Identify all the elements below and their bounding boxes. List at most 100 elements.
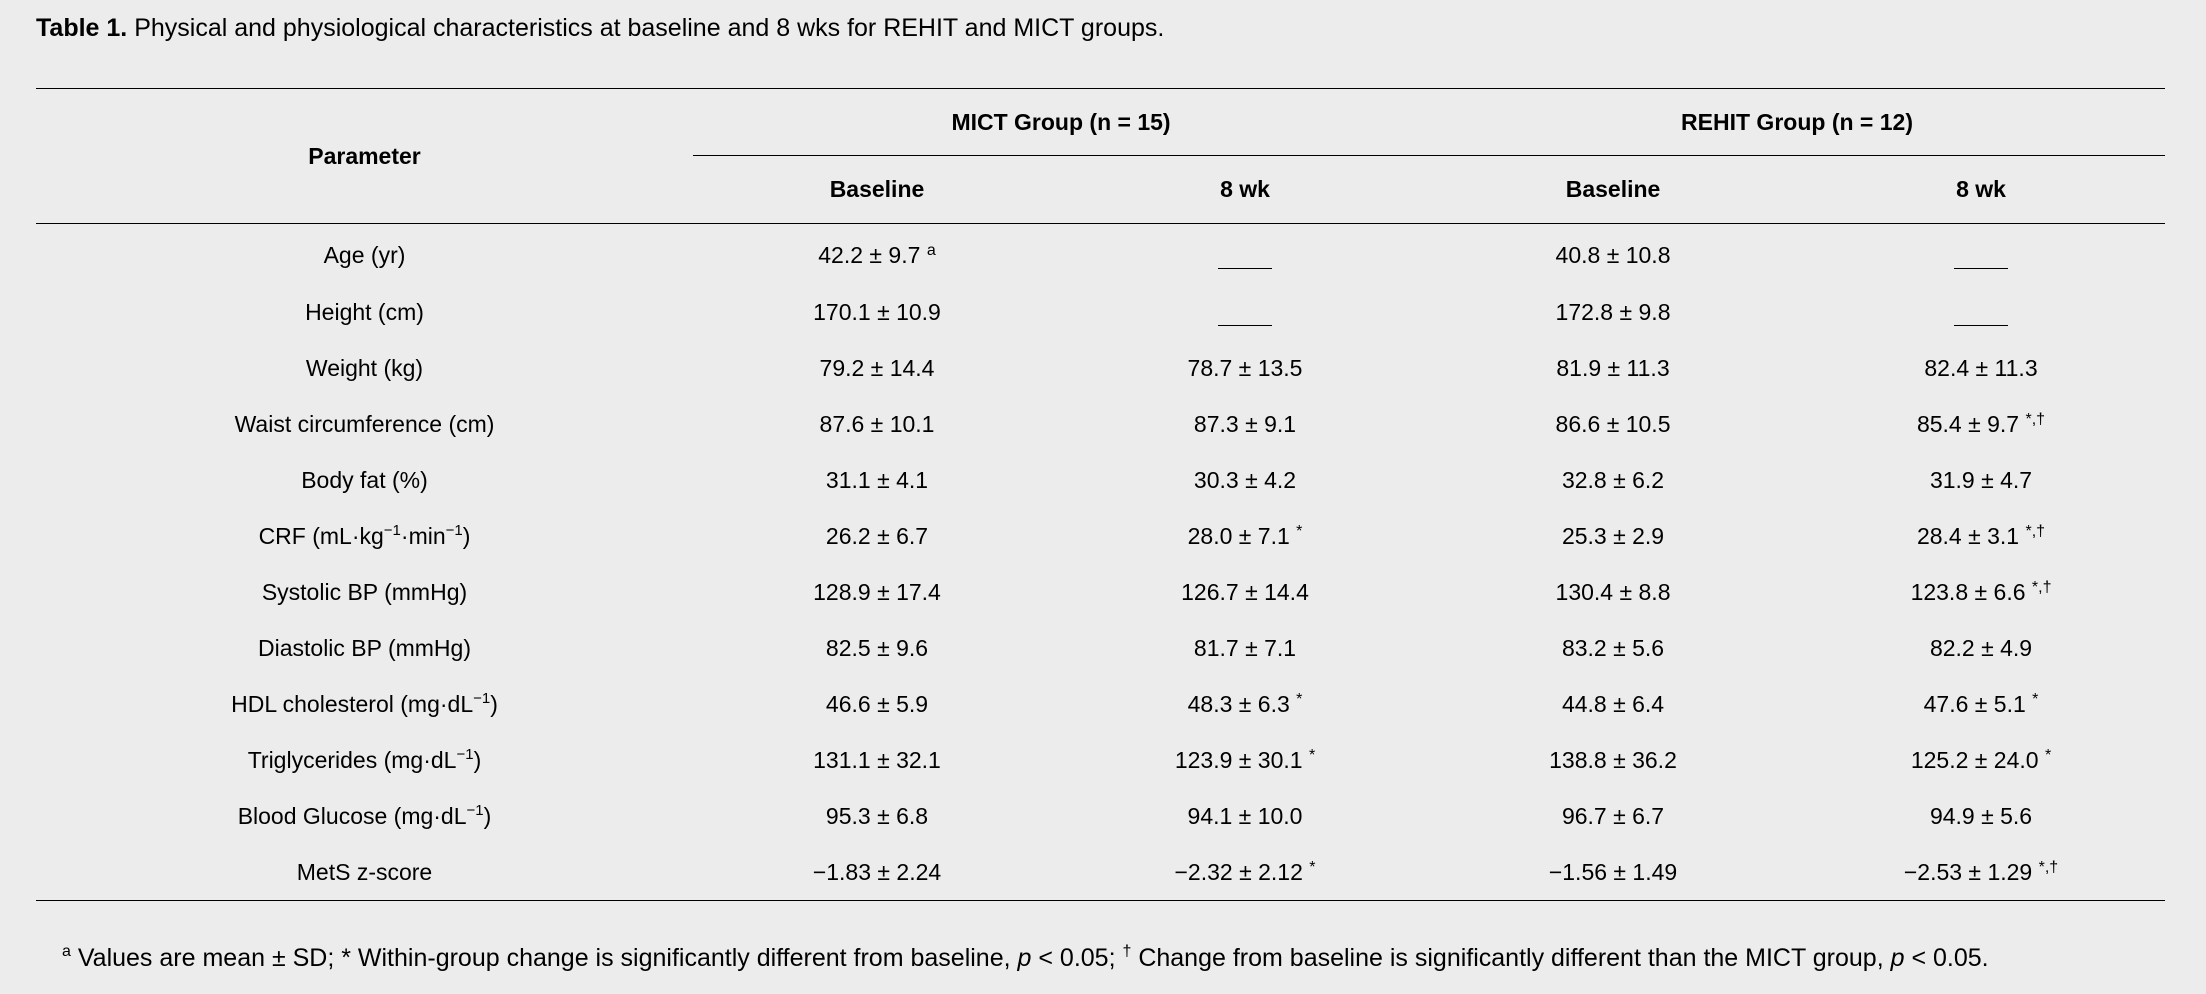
cell-value: 47.6 ± 5.1 (1923, 690, 2026, 717)
parameter-param: Blood Glucose (mg·dL (237, 802, 467, 829)
cell-value: 48.3 ± 6.3 (1187, 690, 1290, 717)
cell-rehit-8wk: 125.2 ± 24.0 * (1797, 732, 2165, 788)
cell-value: 87.3 ± 9.1 (1193, 410, 1297, 437)
cell-rehit-8wk: 94.9 ± 5.6 (1797, 788, 2165, 844)
cell-value: 40.8 ± 10.8 (1555, 241, 1671, 268)
footnote-part3: Change from baseline is significantly di… (1131, 944, 1891, 972)
cell-value: 94.9 ± 5.6 (1929, 802, 2033, 829)
subheader-mict-8wk: 8 wk (1061, 155, 1430, 224)
cell-value: 82.4 ± 11.3 (1924, 354, 2038, 381)
cell-mict-8wk: −2.32 ± 2.12 * (1061, 844, 1430, 901)
significance-mark: * (1296, 522, 1303, 540)
cell-value: 86.6 ± 10.5 (1555, 410, 1671, 437)
row-parameter: Waist circumference (cm) (36, 396, 693, 452)
parameter-param: MetS z-score (296, 858, 433, 885)
parameter-param: Age (yr) (323, 241, 406, 268)
cell-rehit-baseline: 138.8 ± 36.2 (1429, 732, 1797, 788)
footnote-sup-a: a (62, 943, 71, 960)
subheader-rehit-8wk: 8 wk (1797, 155, 2166, 224)
footnote-p2: p (1890, 944, 1905, 972)
caption-text: Physical and physiological characteristi… (134, 14, 1165, 42)
cell-mict-8wk: 48.3 ± 6.3 * (1061, 676, 1429, 732)
significance-mark: * (1309, 858, 1316, 876)
row-parameter: Diastolic BP (mmHg) (36, 620, 693, 676)
not-applicable-dash (1954, 324, 2009, 326)
significance-mark: * (1296, 690, 1303, 708)
table-row: Blood Glucose (mg·dL−1) 95.3 ± 6.8 94.1 ± … (36, 788, 2165, 844)
cell-value: 96.7 ± 6.7 (1561, 802, 1665, 829)
row-parameter: Height (cm) (36, 284, 693, 340)
footnote-part1: Values are mean ± SD; * Within-group cha… (70, 944, 1018, 972)
cell-mict-baseline: 131.1 ± 32.1 (693, 732, 1061, 788)
cell-mict-baseline: 128.9 ± 17.4 (693, 564, 1061, 620)
cell-value: 32.8 ± 6.2 (1561, 466, 1665, 493)
cell-mict-baseline: 95.3 ± 6.8 (693, 788, 1061, 844)
parameter-param: Waist circumference (cm) (234, 410, 495, 437)
group-header-rehit: REHIT Group (n = 12) (1429, 88, 2166, 156)
table-body: Age (yr) 42.2 ± 9.7 a 40.8 ± 10.8 Height (c… (36, 224, 2166, 901)
significance-mark: * (1308, 746, 1316, 764)
table-row: Waist circumference (cm) 87.6 ± 10.1 87.3 … (36, 396, 2165, 452)
cell-rehit-baseline: 86.6 ± 10.5 (1429, 396, 1797, 452)
parameter-param-mid: ·min (400, 522, 446, 549)
cell-value: 78.7 ± 13.5 (1187, 354, 1303, 381)
cell-mict-baseline: 42.2 ± 9.7 a (693, 224, 1061, 285)
cell-rehit-baseline: 96.7 ± 6.7 (1429, 788, 1797, 844)
table-caption: Table 1. Physical and physiological char… (36, 12, 1164, 44)
cell-value: 123.8 ± 6.6 (1910, 578, 2026, 605)
not-applicable-dash (1954, 267, 2009, 269)
cell-mict-baseline: 170.1 ± 10.9 (693, 284, 1061, 340)
cell-mict-8wk: 126.7 ± 14.4 (1061, 564, 1429, 620)
cell-rehit-baseline: 25.3 ± 2.9 (1429, 508, 1797, 564)
cell-mict-8wk: 78.7 ± 13.5 (1061, 340, 1429, 396)
parameter-header: Parameter (36, 88, 693, 224)
row-parameter: Body fat (%) (36, 452, 693, 508)
parameter-param: Height (cm) (305, 298, 424, 325)
cell-value: 28.4 ± 3.1 (1916, 522, 2020, 549)
caption-label: Table 1. (36, 14, 128, 42)
cell-mict-8wk: 81.7 ± 7.1 (1061, 620, 1429, 676)
parameter-param: Triglycerides (mg·dL (247, 746, 457, 773)
cell-value: 30.3 ± 4.2 (1193, 466, 1297, 493)
cell-value: 170.1 ± 10.9 (813, 298, 941, 325)
row-parameter: Systolic BP (mmHg) (36, 564, 693, 620)
parameter-param: HDL cholesterol (mg·dL (231, 690, 474, 717)
parameter-param-tail: ) (490, 690, 498, 717)
cell-value: 25.3 ± 2.9 (1561, 522, 1665, 549)
cell-mict-8wk: 123.9 ± 30.1 * (1061, 732, 1429, 788)
cell-value: 79.2 ± 14.4 (819, 354, 935, 381)
row-parameter: Weight (kg) (36, 340, 693, 396)
subheader-rehit-baseline: Baseline (1429, 155, 1798, 224)
footnote-p1: p (1017, 944, 1032, 972)
significance-mark: *,† (2031, 578, 2052, 596)
cell-rehit-baseline: 44.8 ± 6.4 (1429, 676, 1797, 732)
cell-rehit-baseline: 130.4 ± 8.8 (1429, 564, 1797, 620)
significance-mark: * (2044, 746, 2052, 764)
parameter-param: Systolic BP (mmHg) (261, 578, 468, 605)
cell-value: 128.9 ± 17.4 (813, 578, 941, 605)
footnote-part4: < 0.05. (1904, 944, 1989, 972)
parameter-param-sup: −1 (473, 689, 491, 707)
cell-rehit-8wk: 82.4 ± 11.3 (1797, 340, 2165, 396)
cell-value: 131.1 ± 32.1 (813, 746, 941, 773)
table-row: Age (yr) 42.2 ± 9.7 a 40.8 ± 10.8 (36, 224, 2165, 285)
significance-mark: *,† (2025, 410, 2046, 428)
cell-value: 85.4 ± 9.7 (1916, 410, 2020, 437)
cell-value: −1.83 ± 2.24 (812, 858, 942, 885)
significance-mark: * (2032, 690, 2039, 708)
cell-rehit-8wk (1797, 284, 2165, 340)
cell-rehit-baseline: 32.8 ± 6.2 (1429, 452, 1797, 508)
row-parameter: HDL cholesterol (mg·dL−1) (36, 676, 693, 732)
cell-rehit-8wk: 47.6 ± 5.1 * (1797, 676, 2165, 732)
cell-value: 83.2 ± 5.6 (1561, 634, 1665, 661)
cell-value: 81.7 ± 7.1 (1193, 634, 1297, 661)
cell-rehit-baseline: 81.9 ± 11.3 (1429, 340, 1797, 396)
cell-mict-8wk: 94.1 ± 10.0 (1061, 788, 1429, 844)
results-table: Parameter MICT Group (n = 15) REHIT Grou… (36, 88, 2166, 901)
cell-value: 172.8 ± 9.8 (1555, 298, 1671, 325)
significance-mark: *,† (2025, 522, 2046, 540)
parameter-param: Diastolic BP (mmHg) (258, 634, 471, 661)
parameter-param-sup: −1 (456, 745, 474, 763)
table-row: HDL cholesterol (mg·dL−1) 46.6 ± 5.9 48.3 … (36, 676, 2165, 732)
not-applicable-dash (1218, 267, 1272, 269)
